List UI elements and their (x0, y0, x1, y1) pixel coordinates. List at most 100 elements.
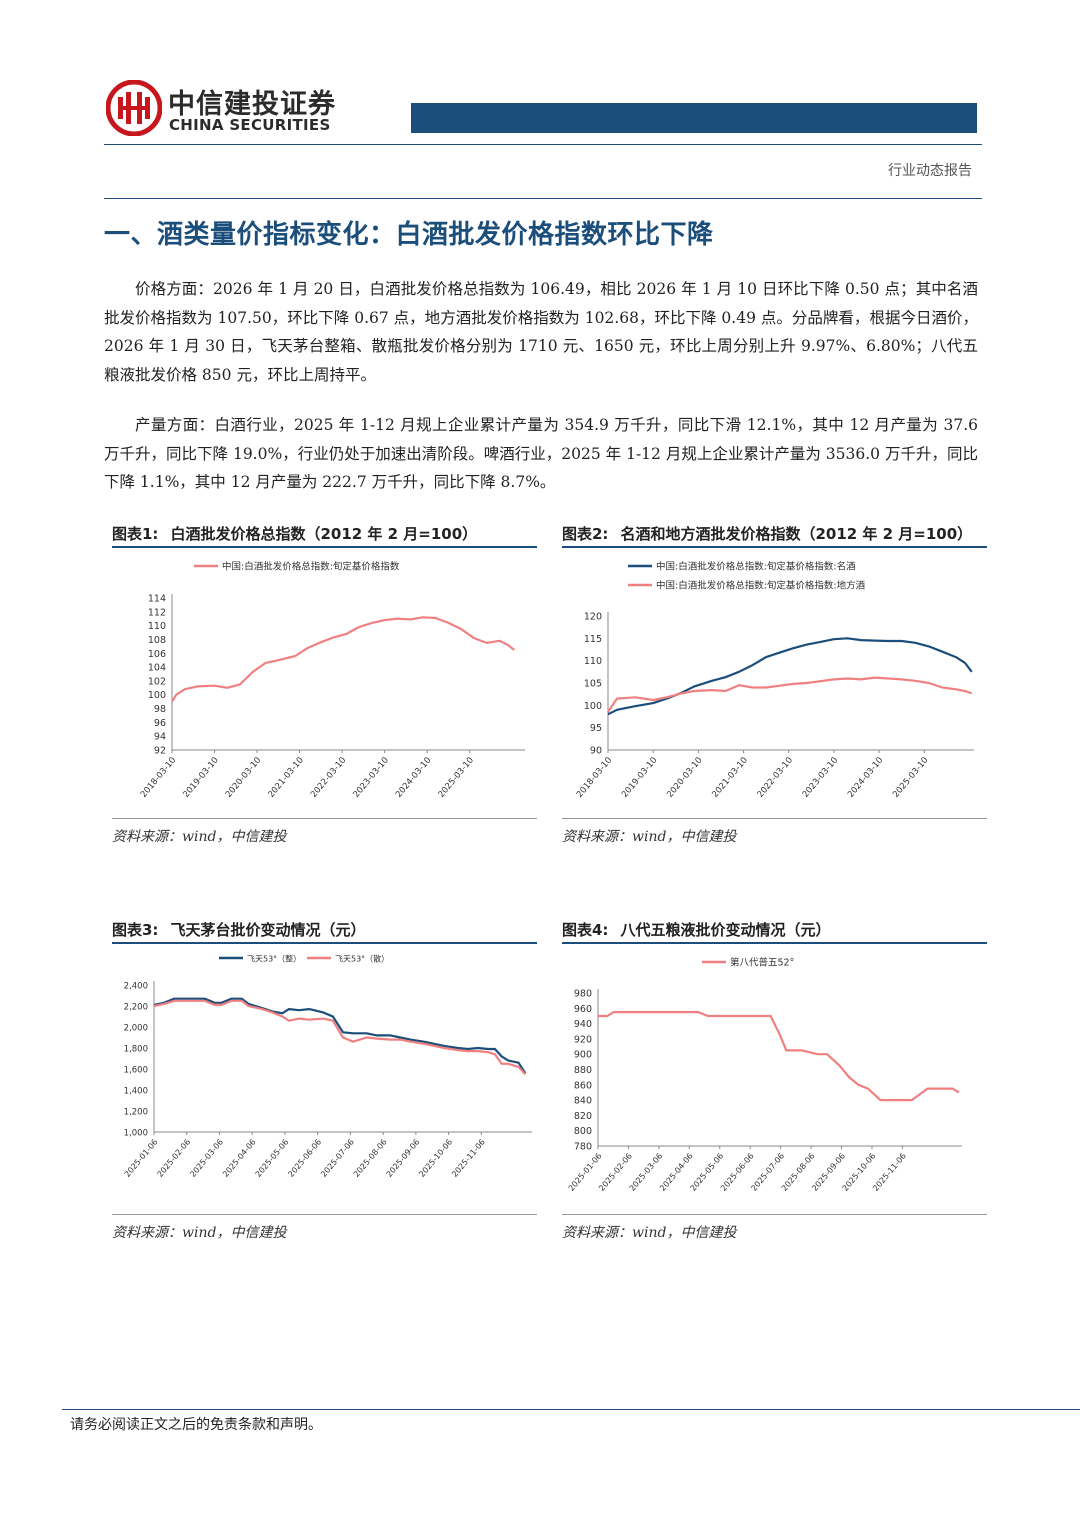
figure-1-label: 图表1: (112, 525, 159, 543)
x-tick-label: 2025-04-06 (221, 1138, 258, 1179)
y-tick-label: 840 (574, 1096, 592, 1107)
x-tick-label: 2023-03-10 (801, 756, 840, 800)
y-tick-label: 120 (584, 612, 602, 623)
x-tick-label: 2025-11-06 (450, 1138, 487, 1179)
y-tick-label: 100 (584, 701, 602, 712)
x-tick-label: 2025-08-06 (352, 1138, 389, 1179)
x-tick-label: 2025-06-06 (286, 1138, 323, 1179)
x-tick-label: 2019-03-10 (620, 756, 659, 800)
figure-2-title: 图表2: 名酒和地方酒批发价格指数（2012 年 2 月=100） (562, 522, 987, 546)
figure-4-title: 图表4: 八代五粮液批价变动情况（元） (562, 918, 987, 942)
chart-3: 飞天53°（整） 飞天53°（散） 1,000 1,200 1,400 1,600 1,80… (123, 954, 532, 1179)
y-tick-label: 1,800 (124, 1045, 148, 1055)
legend-label-2: 中国:白酒批发价格总指数:旬定基价格指数:地方酒 (656, 580, 866, 592)
legend-label-1: 中国:白酒批发价格总指数:旬定基价格指数:名酒 (656, 561, 856, 573)
y-tick-label: 105 (584, 679, 602, 690)
y-tick-label: 960 (574, 1004, 592, 1015)
y-tick-label: 780 (574, 1142, 592, 1153)
chart-1: 中国:白酒批发价格总指数:旬定基价格指数 92 94 96 98 100 102 104 106… (139, 561, 525, 800)
x-tick-label: 2025-03-06 (188, 1138, 225, 1179)
figure-1-source: 资料来源：wind，中信建投 (112, 829, 287, 845)
y-tick-label: 860 (574, 1080, 592, 1091)
figure-3-title: 图表3: 飞天茅台批价变动情况（元） (112, 918, 537, 942)
x-tick-label: 2018-03-10 (575, 756, 614, 800)
x-tick-label: 2020-03-10 (665, 756, 704, 800)
legend-label-1: 第八代普五52° (730, 957, 794, 969)
x-tick-label: 2021-03-10 (710, 756, 749, 800)
y-tick-label: 94 (154, 732, 166, 743)
y-tick-label: 2,200 (124, 1003, 148, 1013)
y-tick-label: 2,400 (124, 982, 148, 992)
figure-3: 图表3: 飞天茅台批价变动情况（元） 飞天53°（整） 飞天53°（散） 1,000 1… (112, 918, 537, 1241)
legend-label-1: 飞天53°（整） (247, 954, 301, 964)
y-tick-label: 90 (590, 746, 602, 757)
y-tick-label: 2,000 (124, 1024, 148, 1034)
figure-2-label: 图表2: (562, 525, 609, 543)
x-tick-label: 2020-03-10 (224, 756, 263, 800)
header-divider (104, 144, 982, 145)
header-accent-bar (411, 103, 977, 133)
y-tick-label: 1,400 (124, 1087, 148, 1097)
series-line-2 (153, 999, 527, 1076)
brand-name-en: CHINA SECURITIES (169, 116, 331, 134)
y-tick-label: 110 (148, 621, 166, 632)
x-tick-label: 2022-03-10 (309, 756, 348, 800)
y-tick-label: 880 (574, 1065, 592, 1076)
china-securities-logo-icon (106, 80, 162, 136)
y-tick-label: 900 (574, 1050, 592, 1061)
y-tick-label: 96 (154, 718, 166, 729)
brand-name-cn: 中信建投证券 (168, 89, 336, 120)
y-tick-label: 920 (574, 1034, 592, 1045)
series-line-1 (607, 637, 973, 716)
report-divider (104, 198, 982, 199)
figure-3-source: 资料来源：wind，中信建投 (112, 1225, 287, 1241)
figure-3-caption: 飞天茅台批价变动情况（元） (170, 921, 366, 939)
y-tick-label: 112 (148, 607, 166, 618)
y-tick-label: 102 (148, 676, 166, 687)
figure-2-caption: 名酒和地方酒批发价格指数（2012 年 2 月=100） (620, 525, 973, 543)
figure-3-bottom-rule (112, 1214, 537, 1215)
paragraph-price: 价格方面：2026 年 1 月 20 日，白酒批发价格总指数为 106.49，相… (104, 280, 978, 384)
chart-4: 第八代普五52° 780 800 820 840 860 880 900 920 940 960 98… (567, 957, 962, 1193)
legend-label-2: 飞天53°（散） (335, 954, 389, 964)
figure-4-source: 资料来源：wind，中信建投 (562, 1225, 737, 1241)
figure-1-bottom-rule (112, 818, 537, 819)
figure-1-rule (112, 546, 537, 548)
y-tick-label: 115 (584, 634, 602, 645)
y-tick-label: 1,000 (124, 1129, 148, 1139)
y-tick-label: 95 (590, 723, 602, 734)
footer-disclaimer: 请务必阅读正文之后的免责条款和声明。 (70, 1417, 322, 1433)
paragraph-output: 产量方面：白酒行业，2025 年 1-12 月规上企业累计产量为 354.9 万… (104, 416, 978, 491)
y-tick-label: 106 (148, 649, 166, 660)
y-tick-label: 114 (148, 594, 166, 605)
figure-1-title: 图表1: 白酒批发价格总指数（2012 年 2 月=100） (112, 522, 537, 546)
figure-3-rule (112, 942, 537, 944)
x-tick-label: 2025-03-10 (437, 756, 476, 800)
figure-4-bottom-rule (562, 1214, 987, 1215)
y-tick-label: 940 (574, 1019, 592, 1030)
x-tick-label: 2024-03-10 (394, 756, 433, 800)
y-tick-label: 800 (574, 1126, 592, 1137)
section-title: 一、酒类量价指标变化：白酒批发价格指数环比下降 (104, 220, 714, 250)
x-tick-label: 2025-10-06 (417, 1138, 454, 1179)
figure-2: 图表2: 名酒和地方酒批发价格指数（2012 年 2 月=100） 中国:白酒批发… (562, 522, 987, 845)
y-tick-label: 820 (574, 1111, 592, 1122)
x-tick-label: 2022-03-10 (756, 756, 795, 800)
x-tick-label: 2025-09-06 (385, 1138, 422, 1179)
chart-2: 中国:白酒批发价格总指数:旬定基价格指数:名酒中国:白酒批发价格总指数:旬定基价… (575, 561, 974, 800)
footer-divider (62, 1409, 1080, 1410)
x-tick-label: 2019-03-10 (181, 756, 220, 800)
figure-4-label: 图表4: (562, 921, 609, 939)
legend-label-1: 中国:白酒批发价格总指数:旬定基价格指数 (222, 561, 400, 573)
y-tick-label: 110 (584, 656, 602, 667)
y-tick-label: 104 (148, 663, 166, 674)
figure-4: 图表4: 八代五粮液批价变动情况（元） 第八代普五52° 780 800 820 840 8… (562, 918, 987, 1241)
figure-2-source: 资料来源：wind，中信建投 (562, 829, 737, 845)
series-line-1 (153, 997, 527, 1074)
y-tick-label: 100 (148, 690, 166, 701)
x-tick-label: 2021-03-10 (266, 756, 305, 800)
y-tick-label: 980 (574, 989, 592, 1000)
figure-1: 图表1: 白酒批发价格总指数（2012 年 2 月=100） 中国:白酒批发价格总… (112, 522, 537, 845)
x-tick-label: 2025-01-06 (123, 1138, 160, 1179)
series-line-2 (607, 676, 973, 713)
